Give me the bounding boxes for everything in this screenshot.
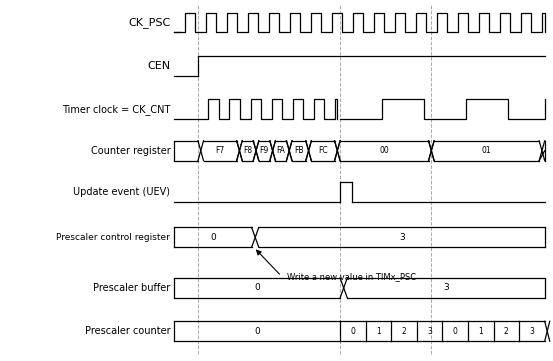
Text: 0: 0 — [351, 327, 356, 336]
Text: F9: F9 — [260, 146, 269, 155]
Text: F8: F8 — [243, 146, 252, 155]
Text: 2: 2 — [401, 327, 406, 336]
Text: CK_PSC: CK_PSC — [128, 17, 170, 28]
Text: Prescaler buffer: Prescaler buffer — [93, 283, 170, 293]
Text: 1: 1 — [376, 327, 381, 336]
Text: Update event (UEV): Update event (UEV) — [74, 187, 170, 197]
Text: 01: 01 — [482, 146, 492, 155]
Text: 1: 1 — [478, 327, 483, 336]
Text: Timer clock = CK_CNT: Timer clock = CK_CNT — [62, 104, 170, 115]
Text: Counter register: Counter register — [91, 146, 170, 156]
Text: Prescaler control register: Prescaler control register — [56, 233, 170, 242]
Text: FA: FA — [276, 146, 285, 155]
Text: FB: FB — [294, 146, 304, 155]
Text: F7: F7 — [216, 146, 225, 155]
Text: 0: 0 — [254, 327, 260, 336]
Text: 00: 00 — [379, 146, 389, 155]
Text: 3: 3 — [399, 233, 405, 242]
Text: 0: 0 — [453, 327, 458, 336]
Text: 3: 3 — [427, 327, 432, 336]
Text: 0: 0 — [254, 283, 260, 292]
Text: 0: 0 — [210, 233, 216, 242]
Text: FC: FC — [318, 146, 328, 155]
Text: 2: 2 — [504, 327, 509, 336]
Text: 3: 3 — [529, 327, 534, 336]
Text: CEN: CEN — [147, 61, 170, 71]
Text: 3: 3 — [443, 283, 449, 292]
Text: Prescaler counter: Prescaler counter — [85, 326, 170, 336]
Text: Write a new value in TIMx_PSC: Write a new value in TIMx_PSC — [287, 272, 416, 280]
